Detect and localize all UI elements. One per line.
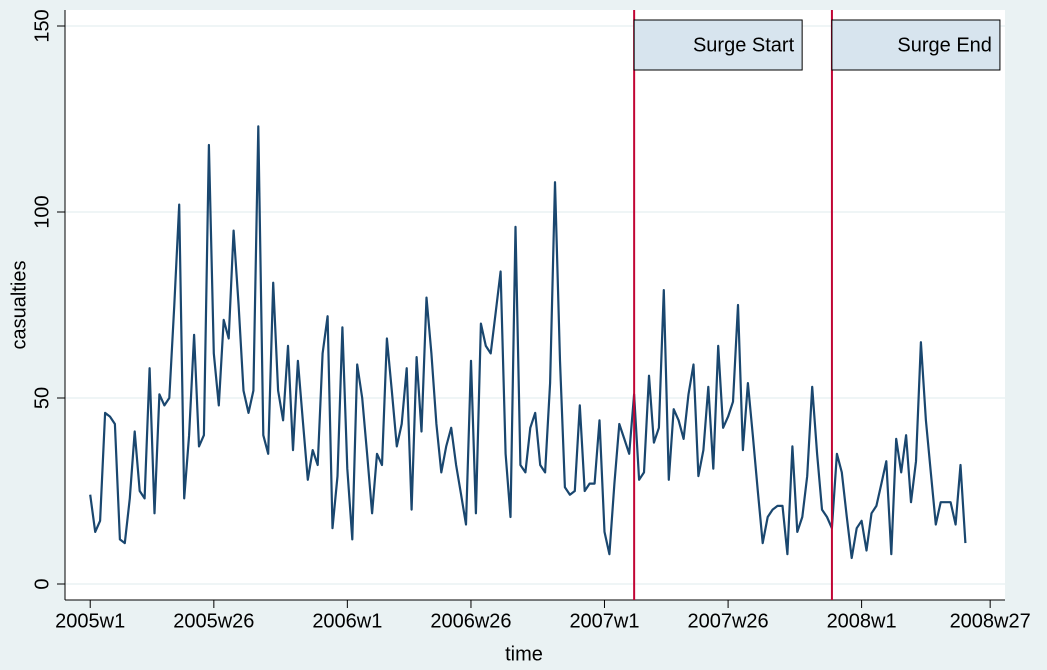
plot-area xyxy=(65,10,1005,600)
x-tick-label: 2007w1 xyxy=(569,610,639,632)
y-tick-label: 100 xyxy=(31,195,53,228)
x-tick-label: 2006w26 xyxy=(430,610,511,632)
x-tick-label: 2005w1 xyxy=(55,610,125,632)
annotation-label: Surge Start xyxy=(693,34,795,56)
x-tick-label: 2005w26 xyxy=(173,610,254,632)
y-tick-label: 150 xyxy=(31,9,53,42)
x-tick-label: 2006w1 xyxy=(312,610,382,632)
annotation-label: Surge End xyxy=(897,34,992,56)
y-tick-label: 0 xyxy=(31,578,53,589)
y-tick-label: 50 xyxy=(31,387,53,409)
line xyxy=(89,125,967,560)
x-tick-label: 2008w27 xyxy=(950,610,1031,632)
x-tick-label: 2008w1 xyxy=(827,610,897,632)
y-axis-label: casualties xyxy=(8,261,30,350)
annotation-box xyxy=(633,19,803,71)
x-tick-label: 2007w26 xyxy=(687,610,768,632)
annotation-box xyxy=(831,19,1001,71)
x-axis-label: time xyxy=(505,643,543,665)
